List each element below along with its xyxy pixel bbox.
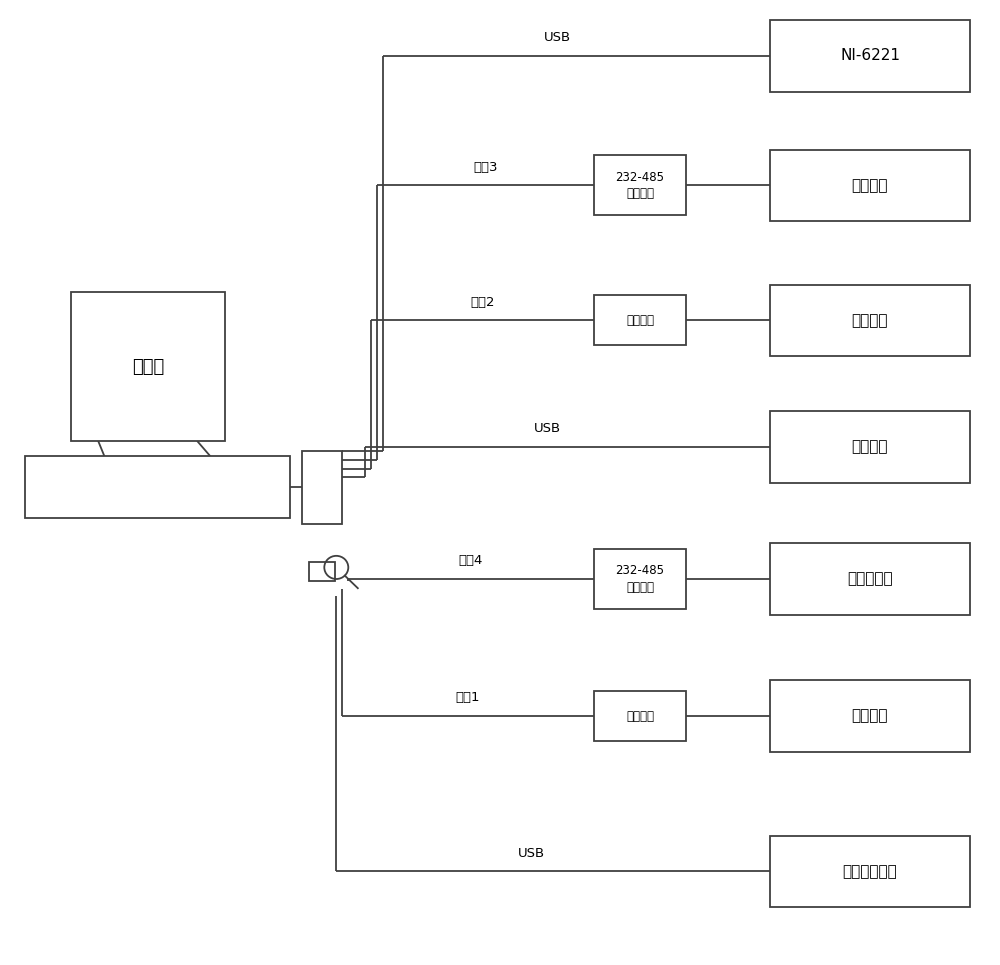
Text: 扭矩测量: 扭矩测量 (852, 313, 888, 328)
Bar (770, 20, 970, 92)
Text: 串口2: 串口2 (470, 296, 495, 309)
Text: 串口1: 串口1 (456, 692, 480, 704)
Text: 功率测量: 功率测量 (852, 439, 888, 455)
Text: USB: USB (534, 423, 561, 435)
Bar (770, 543, 970, 615)
Bar (770, 411, 970, 482)
Text: 隔离模块: 隔离模块 (626, 314, 654, 327)
Bar (770, 150, 970, 221)
Text: 角度测量: 角度测量 (852, 178, 888, 193)
Text: USB: USB (518, 847, 545, 860)
Bar (770, 836, 970, 907)
Bar (309, 562, 335, 581)
Text: 232-485
隔离模块: 232-485 隔离模块 (616, 565, 664, 593)
Text: NI-6221: NI-6221 (840, 48, 900, 64)
Text: 工控机: 工控机 (132, 358, 164, 375)
Text: 直流电源: 直流电源 (852, 708, 888, 724)
Text: 串口4: 串口4 (459, 555, 483, 567)
Text: 隔离模块: 隔离模块 (626, 709, 654, 723)
Bar (594, 691, 686, 741)
Bar (594, 295, 686, 345)
Bar (594, 155, 686, 215)
Bar (770, 285, 970, 356)
Bar (594, 549, 686, 609)
Text: 232-485
隔离模块: 232-485 隔离模块 (616, 171, 664, 200)
Bar (25, 456, 290, 518)
Text: 交流电源电源: 交流电源电源 (843, 864, 897, 879)
Bar (770, 680, 970, 752)
Text: USB: USB (544, 32, 571, 44)
Text: 串口3: 串口3 (473, 161, 498, 174)
Text: 电机驱动器: 电机驱动器 (847, 571, 893, 587)
Bar (70, 292, 225, 442)
Bar (302, 452, 342, 523)
